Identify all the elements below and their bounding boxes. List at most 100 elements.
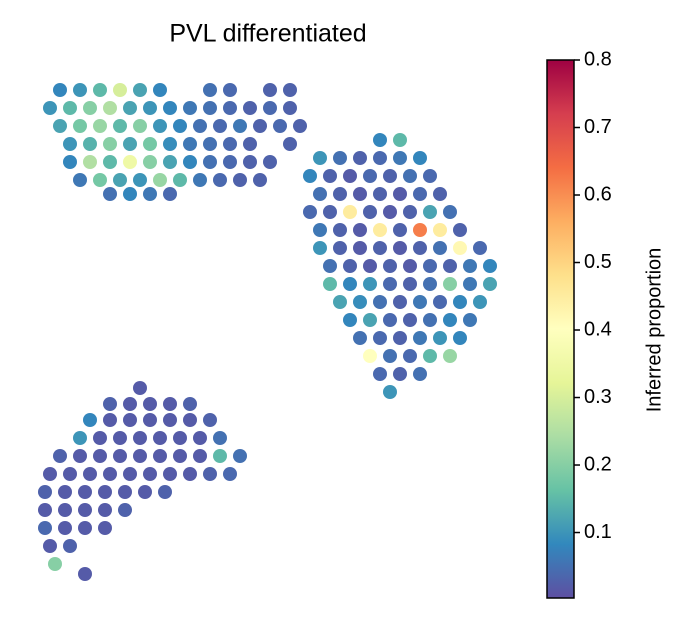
spot xyxy=(93,83,107,97)
spot xyxy=(393,367,407,381)
spot xyxy=(373,223,387,237)
spot xyxy=(163,413,177,427)
spot xyxy=(233,449,247,463)
spot xyxy=(133,431,147,445)
spot xyxy=(138,485,152,499)
spot xyxy=(353,295,367,309)
spot xyxy=(103,137,117,151)
spot xyxy=(423,349,437,363)
spot xyxy=(173,449,187,463)
spot xyxy=(123,101,137,115)
spot xyxy=(323,277,337,291)
spot xyxy=(63,155,77,169)
spot xyxy=(193,173,207,187)
spot xyxy=(303,169,317,183)
spot xyxy=(433,295,447,309)
spot xyxy=(473,241,487,255)
spot xyxy=(143,187,157,201)
spot xyxy=(73,83,87,97)
spot xyxy=(463,259,477,273)
spot xyxy=(383,259,397,273)
spot xyxy=(423,277,437,291)
spot xyxy=(143,413,157,427)
spot xyxy=(53,119,67,133)
spot xyxy=(383,313,397,327)
spot xyxy=(123,397,137,411)
spot xyxy=(333,151,347,165)
spot xyxy=(373,367,387,381)
spot xyxy=(98,503,112,517)
spot xyxy=(283,83,297,97)
spot xyxy=(143,467,157,481)
spot xyxy=(73,449,87,463)
spot xyxy=(443,277,457,291)
spot xyxy=(53,449,67,463)
spot xyxy=(193,431,207,445)
spot xyxy=(343,259,357,273)
spot xyxy=(143,397,157,411)
spot xyxy=(363,205,377,219)
spot xyxy=(323,205,337,219)
spot xyxy=(83,137,97,151)
colorbar-tick-label: 0.6 xyxy=(584,183,612,205)
spot xyxy=(353,151,367,165)
spot xyxy=(48,557,62,571)
spot xyxy=(183,467,197,481)
spot xyxy=(343,169,357,183)
spot xyxy=(353,241,367,255)
spot xyxy=(53,83,67,97)
spot xyxy=(383,349,397,363)
spot xyxy=(443,313,457,327)
spot xyxy=(463,313,477,327)
spot xyxy=(63,467,77,481)
spot xyxy=(223,101,237,115)
spot xyxy=(173,431,187,445)
spot xyxy=(118,503,132,517)
spot xyxy=(283,137,297,151)
spot xyxy=(443,349,457,363)
spot xyxy=(433,241,447,255)
spot xyxy=(413,295,427,309)
spot xyxy=(453,331,467,345)
spot xyxy=(58,521,72,535)
spot xyxy=(393,151,407,165)
spot xyxy=(143,101,157,115)
spot xyxy=(118,485,132,499)
spot xyxy=(133,173,147,187)
spot xyxy=(323,169,337,183)
spot xyxy=(373,331,387,345)
spot xyxy=(393,223,407,237)
spot xyxy=(43,101,57,115)
spot xyxy=(483,277,497,291)
spot xyxy=(38,485,52,499)
points xyxy=(38,83,497,581)
spot xyxy=(383,277,397,291)
spot xyxy=(383,385,397,399)
spot xyxy=(173,119,187,133)
spot xyxy=(123,467,137,481)
spot xyxy=(123,413,137,427)
chart-title: PVL differentiated xyxy=(169,20,366,48)
spot xyxy=(373,241,387,255)
spot xyxy=(333,295,347,309)
spot xyxy=(423,169,437,183)
spot xyxy=(403,313,417,327)
spot xyxy=(103,155,117,169)
spot xyxy=(413,331,427,345)
spot xyxy=(393,133,407,147)
spot xyxy=(103,187,117,201)
spot xyxy=(83,467,97,481)
spot xyxy=(163,397,177,411)
spot xyxy=(313,187,327,201)
spot xyxy=(343,313,357,327)
spot xyxy=(103,467,117,481)
spot xyxy=(93,173,107,187)
spot xyxy=(403,277,417,291)
spot xyxy=(393,295,407,309)
spot xyxy=(423,205,437,219)
spot xyxy=(263,83,277,97)
spot xyxy=(243,137,257,151)
spot xyxy=(133,381,147,395)
spot xyxy=(203,101,217,115)
spot xyxy=(403,259,417,273)
